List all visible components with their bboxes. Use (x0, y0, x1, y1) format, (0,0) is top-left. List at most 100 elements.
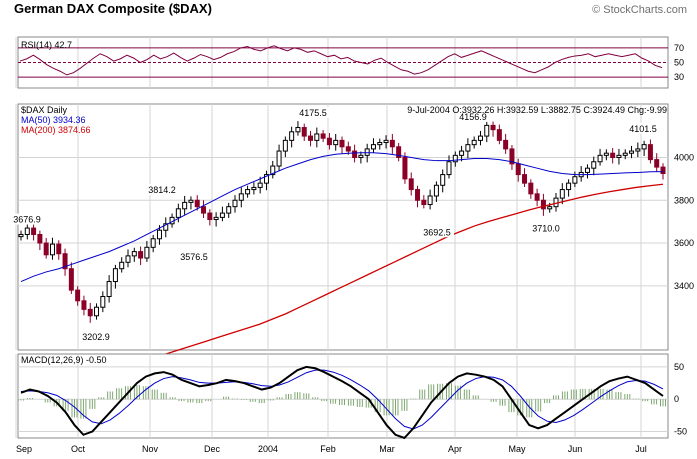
candle-body (358, 154, 364, 158)
candle-body (540, 199, 546, 210)
candle-body (251, 186, 257, 191)
candle-body (119, 261, 125, 270)
candle-body (584, 167, 590, 173)
candle-body (326, 137, 332, 146)
rsi-label: RSI(14) 42.7 (21, 40, 72, 50)
annotation-label: 3814.2 (148, 185, 176, 195)
ma200-line (164, 183, 664, 355)
price-annotations: 3676.9 3202.9 3814.2 3576.5 4175.5 3692.5 4156… (10, 106, 660, 342)
candle-body (421, 199, 427, 206)
annotation-label: 4101.5 (629, 124, 657, 134)
candle-body (415, 189, 421, 201)
candle-body (125, 255, 131, 263)
rsi-marks (19, 45, 663, 76)
candle-body (295, 127, 301, 133)
candle-body (471, 139, 477, 146)
candle-body (610, 152, 616, 158)
macd-panel: 50 0 -50 MACD(12,26,9) -0.50 (15, 353, 687, 440)
candle-body (24, 227, 30, 235)
price-tick-label: 3800 (674, 195, 694, 205)
candle-body (339, 139, 345, 148)
price-label: $DAX Daily (21, 105, 68, 115)
candle-body (629, 150, 635, 154)
price-tick-labels: 4000 3800 3600 3400 (674, 152, 694, 290)
candle-body (62, 253, 68, 270)
candle-body (647, 144, 653, 161)
candle-body (364, 148, 370, 156)
candle-body (156, 229, 162, 240)
annotation-bg (177, 251, 211, 263)
price-tick-label: 4000 (674, 152, 694, 162)
candle-body (452, 154, 458, 163)
candle-body (440, 174, 446, 186)
candle-body (603, 152, 609, 156)
candle-body (383, 139, 389, 144)
macd-tick-label: 0 (674, 394, 679, 404)
annotation-bg (420, 226, 454, 238)
rsi-line (19, 45, 663, 76)
price-panel: 4000 3800 3600 3400 3676.9 3202.9 3814.2 3576.… (10, 103, 694, 355)
candle-body (238, 193, 244, 201)
candle-body (484, 124, 490, 137)
rsi-tick-label: 30 (674, 72, 684, 82)
x-tick-label: Dec (204, 444, 221, 454)
candle-body (509, 148, 515, 165)
macd-marks (18, 365, 666, 440)
annotation-bg (10, 213, 44, 225)
annotation-label: 3676.9 (13, 215, 41, 225)
annotation-bg (456, 110, 490, 122)
candle-body (559, 189, 565, 199)
candle-body (622, 152, 628, 156)
candle-body (522, 174, 528, 184)
candle-body (81, 300, 87, 310)
candle-body (572, 176, 578, 184)
candle-body (276, 150, 282, 167)
candle-body (18, 233, 24, 238)
candle-body (94, 306, 100, 317)
candle-body (226, 206, 232, 214)
candle-body (433, 184, 439, 197)
rsi-tick-label: 50 (674, 58, 684, 68)
candle-body (207, 212, 213, 221)
candle-body (106, 281, 112, 298)
candle-body (591, 161, 597, 169)
ma200-label: MA(200) 3874.66 (21, 125, 91, 135)
price-tick-label: 3400 (674, 281, 694, 291)
macd-label: MACD(12,26,9) -0.50 (21, 355, 107, 365)
candle-body (446, 161, 452, 176)
candle-body (314, 133, 320, 141)
candle-body (566, 182, 572, 191)
annotation-bg (145, 184, 179, 196)
annotation-label: 3576.5 (180, 252, 208, 262)
candle-body (138, 251, 144, 259)
candle-body (515, 163, 521, 176)
candle-body (31, 227, 37, 235)
annotation-bg (296, 106, 330, 118)
candle-body (49, 243, 55, 256)
candle-body (213, 216, 219, 221)
annotation-label: 3202.9 (82, 332, 110, 342)
candle-body (616, 154, 622, 158)
rsi-panel: RSI(14) 42.7 70 50 30 (15, 36, 684, 89)
annotation-bg (529, 222, 563, 234)
candle-body (496, 129, 502, 141)
candle-body (188, 199, 194, 203)
candle-body (635, 148, 641, 152)
candle-body (282, 139, 288, 152)
candle-body (37, 233, 43, 244)
candle-body (194, 199, 200, 208)
x-tick-label: Jul (635, 444, 647, 454)
macd-tick-label: -50 (674, 427, 687, 437)
x-tick-label: Nov (142, 444, 159, 454)
macd-line (20, 365, 664, 440)
x-tick-label: Mar (379, 444, 395, 454)
candle-body (182, 201, 188, 210)
candle-body (43, 242, 49, 256)
candle-body (150, 238, 156, 248)
macd-tick-label: 50 (674, 362, 684, 372)
candle-body (402, 156, 408, 180)
candle-body (263, 174, 269, 184)
candle-body (465, 144, 471, 152)
rsi-tick-labels: 70 50 30 (674, 43, 684, 82)
